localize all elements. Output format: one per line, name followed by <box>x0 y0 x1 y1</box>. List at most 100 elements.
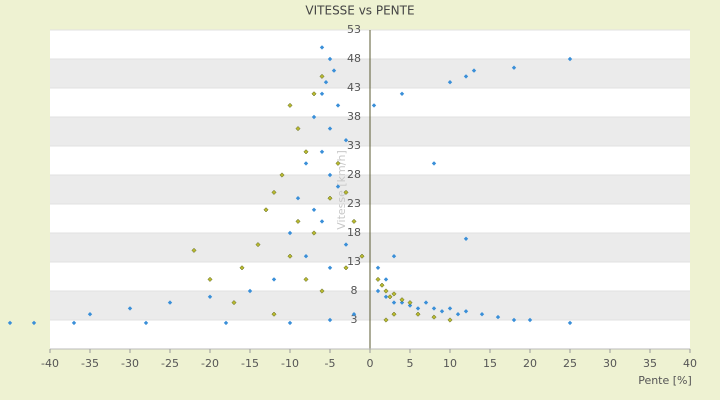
point <box>207 276 213 282</box>
point <box>295 196 301 201</box>
y-tick-label: 18 <box>347 226 361 239</box>
point <box>311 207 317 212</box>
point <box>423 300 429 305</box>
point <box>31 320 37 326</box>
point <box>263 207 269 213</box>
point <box>279 172 285 178</box>
point <box>511 65 517 70</box>
point <box>391 291 397 297</box>
point <box>7 320 13 326</box>
point <box>311 114 317 120</box>
point <box>495 314 501 320</box>
point <box>247 288 253 294</box>
point <box>399 300 405 305</box>
point <box>511 317 517 323</box>
point <box>399 91 405 96</box>
point <box>319 73 325 79</box>
point <box>231 300 237 306</box>
point <box>319 45 325 50</box>
point <box>287 230 293 236</box>
point <box>143 320 149 326</box>
point <box>271 189 277 195</box>
x-tick-label: 15 <box>483 357 497 370</box>
point <box>287 102 293 108</box>
point <box>399 297 405 303</box>
y-tick-label: 43 <box>347 81 361 94</box>
point <box>287 253 293 259</box>
point <box>343 189 349 195</box>
point <box>311 91 317 97</box>
x-axis-title: Pente [%] <box>638 374 692 387</box>
point <box>439 309 445 314</box>
x-tick-label: 5 <box>407 357 414 370</box>
point <box>303 254 309 259</box>
point <box>327 265 333 270</box>
point <box>71 320 77 326</box>
point <box>343 138 349 143</box>
x-tick-label: 20 <box>523 357 537 370</box>
point <box>271 311 277 317</box>
point <box>383 277 389 282</box>
point <box>463 236 469 241</box>
point <box>303 149 309 155</box>
point <box>375 265 381 270</box>
y-tick-label: 23 <box>347 197 361 210</box>
y-tick-label: 3 <box>351 313 358 326</box>
y-tick-label: 33 <box>347 139 361 152</box>
point <box>431 306 437 311</box>
point <box>471 68 477 73</box>
point <box>319 219 325 224</box>
point <box>239 265 245 271</box>
point <box>391 311 397 317</box>
point <box>351 312 357 317</box>
point <box>319 288 325 294</box>
point <box>383 288 389 294</box>
point <box>343 265 349 271</box>
point <box>463 74 469 79</box>
point <box>327 195 333 201</box>
point <box>335 103 341 108</box>
y-tick-label: 8 <box>351 284 358 297</box>
point <box>295 218 301 224</box>
x-tick-label: 35 <box>643 357 657 370</box>
point <box>375 276 381 282</box>
point <box>335 160 341 166</box>
chart-title: VITESSE vs PENTE <box>305 4 414 18</box>
point <box>387 294 393 300</box>
point <box>319 149 325 154</box>
point <box>431 161 437 166</box>
y-tick-label: 28 <box>347 168 361 181</box>
point <box>567 56 573 62</box>
point <box>447 80 453 85</box>
point <box>303 161 309 166</box>
point <box>383 294 389 299</box>
point <box>383 317 389 323</box>
point <box>295 126 301 132</box>
point <box>223 320 229 326</box>
point <box>479 312 485 317</box>
x-tick-label: 0 <box>367 357 374 370</box>
x-tick-label: 25 <box>563 357 577 370</box>
x-tick-label: -25 <box>161 357 179 370</box>
point <box>447 306 453 311</box>
point <box>331 68 337 73</box>
point <box>407 300 413 306</box>
point <box>447 317 453 323</box>
point <box>455 312 461 317</box>
point <box>191 247 197 253</box>
x-tick-label: -35 <box>81 357 99 370</box>
x-tick-label: 10 <box>443 357 457 370</box>
y-axis-title: Vitesse [km/h] <box>335 150 348 230</box>
x-tick-label: 30 <box>603 357 617 370</box>
y-tick-label: 48 <box>347 52 361 65</box>
point <box>527 317 533 323</box>
x-tick-label: 40 <box>683 357 697 370</box>
point <box>303 276 309 282</box>
x-tick-label: -30 <box>121 357 139 370</box>
y-tick-label: 53 <box>347 23 361 36</box>
point <box>327 172 333 178</box>
point <box>207 294 213 299</box>
point <box>287 320 293 326</box>
point <box>567 320 573 326</box>
